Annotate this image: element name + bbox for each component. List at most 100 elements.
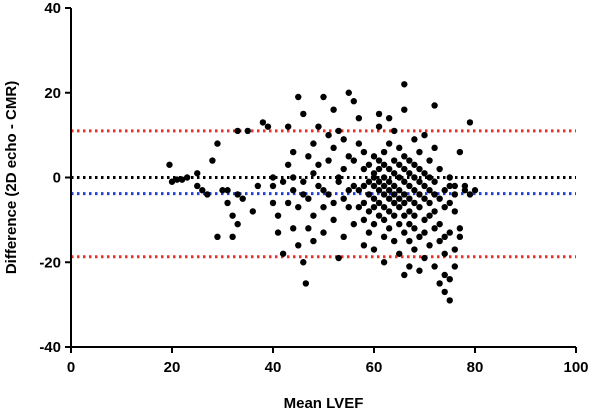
data-point — [219, 187, 226, 194]
data-point — [426, 199, 433, 207]
data-point — [259, 119, 267, 126]
axes — [65, 7, 577, 353]
data-point — [391, 182, 398, 190]
data-point — [446, 229, 453, 236]
data-point — [350, 220, 357, 228]
data-point — [391, 237, 398, 245]
data-point — [234, 191, 241, 198]
data-point — [302, 280, 310, 287]
data-point — [456, 225, 464, 232]
data-point — [214, 140, 221, 147]
data-point — [315, 182, 322, 190]
data-point — [335, 254, 342, 262]
data-point — [345, 203, 352, 211]
data-point — [441, 203, 448, 211]
data-point — [411, 246, 418, 253]
data-point — [380, 216, 388, 224]
data-point — [416, 165, 423, 173]
data-point — [406, 220, 413, 228]
data-point — [375, 178, 383, 185]
data-point — [330, 216, 337, 224]
data-point — [365, 178, 373, 185]
data-point — [360, 148, 368, 156]
data-point — [375, 187, 383, 194]
data-point — [239, 195, 246, 202]
data-point — [375, 123, 383, 130]
data-point — [214, 233, 221, 241]
data-point — [416, 148, 423, 156]
data-point — [466, 119, 474, 126]
data-point — [401, 153, 408, 160]
data-point — [355, 114, 363, 122]
data-point — [406, 208, 413, 215]
data-point — [335, 127, 342, 135]
data-point — [401, 81, 408, 88]
data-point — [224, 187, 231, 194]
data-point — [234, 220, 241, 228]
data-point — [426, 174, 433, 181]
data-point — [320, 203, 327, 211]
data-point — [224, 199, 231, 207]
data-point — [411, 212, 418, 219]
y-tick-label: 40 — [44, 0, 61, 17]
data-point — [421, 216, 428, 224]
data-point — [375, 157, 383, 164]
data-point — [385, 165, 393, 173]
data-point — [466, 191, 474, 198]
data-point — [365, 161, 373, 168]
data-point — [380, 148, 388, 156]
data-point — [320, 229, 327, 236]
data-point — [406, 237, 413, 245]
data-point — [391, 170, 398, 177]
x-tick-label: 60 — [366, 359, 383, 376]
data-point — [396, 250, 403, 257]
data-point — [269, 199, 277, 207]
data-point — [421, 195, 428, 202]
data-point — [305, 225, 312, 232]
data-point — [406, 157, 413, 164]
data-point — [385, 208, 393, 215]
data-point — [254, 182, 262, 190]
y-tick-label: -40 — [39, 339, 61, 356]
x-axis-label: Mean LVEF — [284, 395, 364, 412]
data-point — [401, 106, 408, 113]
data-point — [229, 233, 236, 241]
data-point — [471, 187, 479, 194]
data-point — [421, 229, 428, 236]
data-point — [436, 220, 443, 228]
data-point — [355, 203, 363, 211]
y-tick-label: 0 — [53, 170, 61, 187]
data-point — [370, 246, 378, 253]
x-tick-label: 80 — [467, 359, 484, 376]
data-point — [325, 157, 332, 164]
data-point — [315, 123, 322, 130]
data-point — [406, 182, 413, 190]
data-point — [300, 191, 307, 198]
data-point — [426, 157, 433, 164]
data-point — [183, 174, 191, 181]
data-point — [441, 288, 448, 296]
data-point — [305, 153, 312, 160]
data-point — [385, 140, 393, 147]
data-point — [360, 242, 368, 249]
data-point — [290, 225, 297, 232]
data-point — [380, 203, 388, 211]
data-point — [370, 153, 378, 160]
data-point — [396, 203, 403, 211]
data-point — [360, 182, 368, 190]
data-point — [451, 182, 458, 190]
data-point — [416, 267, 423, 274]
data-point — [385, 178, 393, 185]
data-point — [310, 170, 317, 177]
data-point — [340, 165, 347, 173]
data-point — [365, 229, 373, 236]
data-point — [411, 199, 418, 207]
data-point — [330, 106, 337, 113]
data-point — [380, 233, 388, 241]
data-point — [446, 199, 453, 207]
data-point — [295, 93, 302, 101]
data-point — [290, 187, 297, 194]
data-point — [426, 187, 433, 194]
data-point — [370, 170, 378, 177]
data-point — [391, 191, 398, 198]
